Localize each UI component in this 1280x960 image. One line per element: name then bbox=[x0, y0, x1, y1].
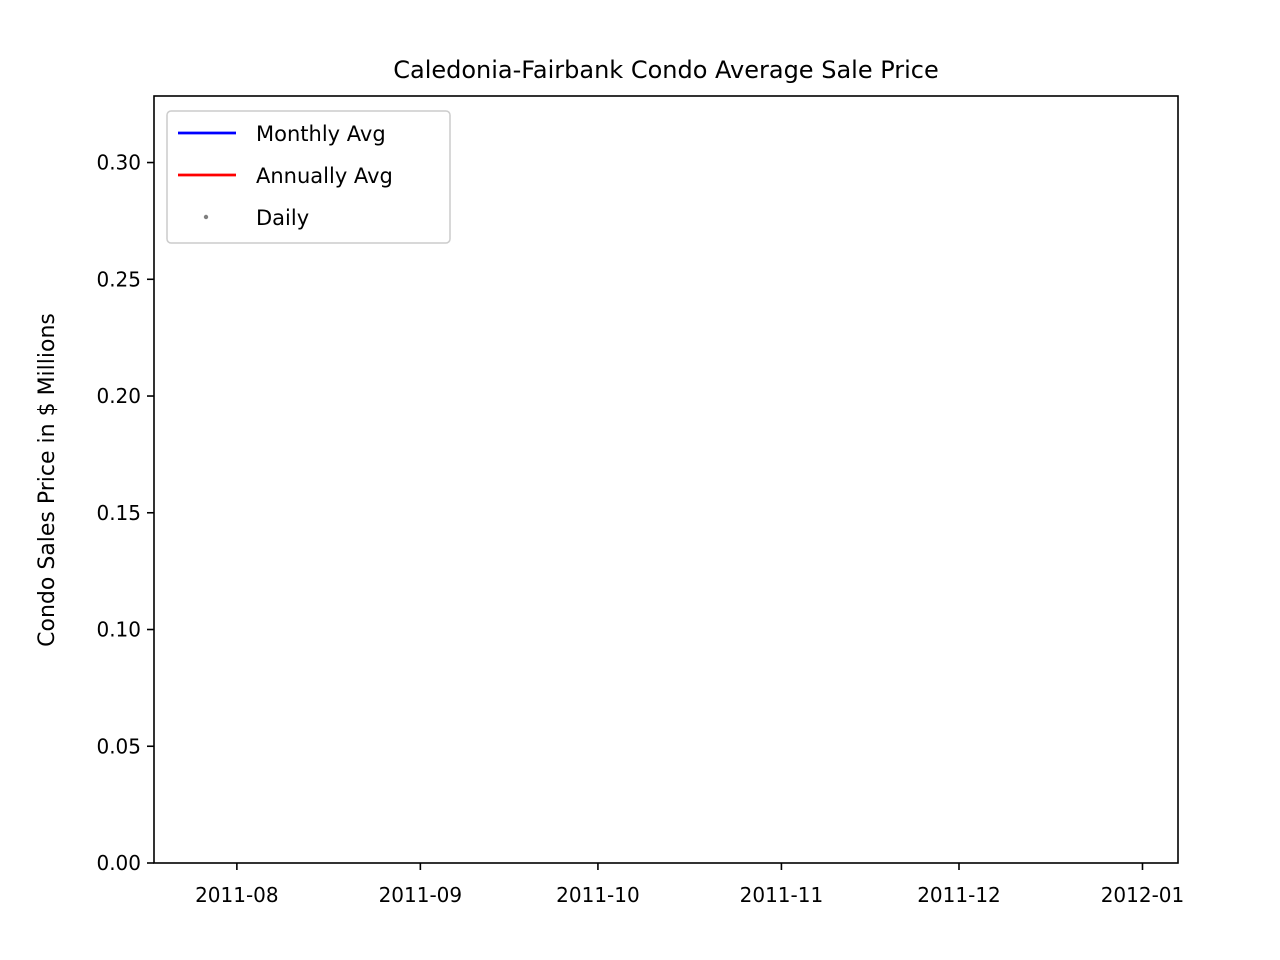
legend-marker-daily bbox=[203, 214, 209, 220]
y-tick-label: 0.30 bbox=[96, 151, 141, 175]
x-tick-label: 2011-10 bbox=[556, 883, 640, 907]
y-tick-label: 0.25 bbox=[96, 267, 141, 291]
x-tick-label: 2011-08 bbox=[195, 883, 279, 907]
legend-label: Monthly Avg bbox=[256, 122, 386, 146]
axes-frame bbox=[153, 95, 1179, 864]
legend-entries: Monthly Avg Annually Avg Daily bbox=[178, 122, 393, 230]
legend-box bbox=[166, 110, 451, 244]
y-tick-label: 0.20 bbox=[96, 384, 141, 408]
y-tick-label: 0.00 bbox=[96, 851, 141, 875]
x-tick-label: 2011-09 bbox=[379, 883, 463, 907]
x-tick-label: 2011-11 bbox=[740, 883, 824, 907]
legend-label: Annually Avg bbox=[256, 164, 393, 188]
x-tick-label: 2011-12 bbox=[917, 883, 1001, 907]
y-tick-label: 0.05 bbox=[96, 734, 141, 758]
legend: Monthly Avg Annually Avg Daily bbox=[166, 110, 451, 244]
chart-title: Caledonia-Fairbank Condo Average Sale Pr… bbox=[393, 56, 939, 84]
legend-label: Daily bbox=[256, 206, 309, 230]
y-axis: 0.00 0.05 0.10 0.15 0.20 0.25 0.30 bbox=[96, 151, 154, 875]
y-tick-label: 0.10 bbox=[96, 618, 141, 642]
y-tick-label: 0.15 bbox=[96, 501, 141, 525]
x-tick-label: 2012-01 bbox=[1101, 883, 1185, 907]
x-axis: 2011-08 2011-09 2011-10 2011-11 2011-12 2012-… bbox=[195, 863, 1184, 907]
y-axis-label: Condo Sales Price in $ Millions bbox=[35, 313, 60, 647]
